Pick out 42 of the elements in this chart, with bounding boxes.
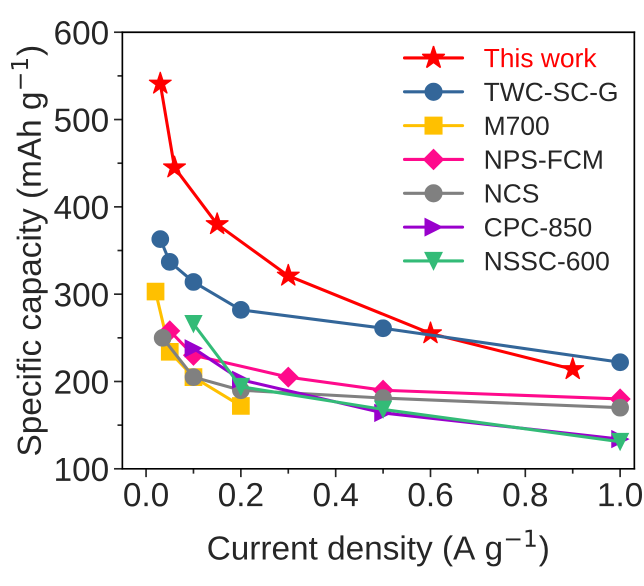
- point: [162, 155, 186, 178]
- y-tick-label: 600: [55, 21, 108, 45]
- point: [154, 328, 172, 347]
- legend-label: M700: [486, 116, 549, 136]
- legend-label: NSSC-600: [486, 252, 609, 270]
- legend-label: NPS-FCM: [486, 150, 602, 169]
- x-axis-title: Current density (A g$^{−1}$): [208, 530, 548, 566]
- x-tick-label: 0.8: [503, 482, 548, 506]
- point: [160, 253, 179, 271]
- point: [146, 282, 164, 300]
- point: [560, 356, 584, 380]
- point: [232, 397, 250, 415]
- point: [611, 353, 629, 372]
- y-tick-label: 100: [56, 458, 108, 482]
- y-tick-label: 300: [54, 282, 108, 307]
- y-tick-label: 200: [55, 370, 108, 394]
- point: [374, 319, 392, 338]
- point: [276, 264, 300, 286]
- y-tick-label: 500: [54, 108, 108, 132]
- point: [232, 378, 250, 396]
- legend-label: This work: [484, 48, 597, 68]
- x-tick-label: 0.4: [314, 482, 358, 506]
- point: [611, 432, 629, 451]
- x-tick-label: 0.2: [219, 482, 262, 506]
- point: [374, 400, 392, 418]
- point: [205, 212, 229, 234]
- point: [611, 398, 629, 417]
- legend-label: NCS: [486, 184, 538, 203]
- point: [184, 339, 202, 358]
- y-axis-title: Specific capacity (mAh g$^{−1}$): [11, 46, 48, 455]
- legend-label: TWC-SC-G: [484, 82, 617, 102]
- point: [278, 366, 299, 388]
- legend-label: CPC-850: [485, 218, 592, 237]
- point: [232, 301, 250, 319]
- y-tick-label: 400: [54, 196, 108, 220]
- point: [148, 71, 172, 94]
- x-tick-label: 0.0: [124, 482, 168, 506]
- point: [184, 315, 202, 333]
- x-tick-label: 1.0: [599, 482, 642, 506]
- x-tick-label: 0.6: [408, 482, 452, 506]
- point: [151, 230, 170, 248]
- point: [184, 273, 202, 291]
